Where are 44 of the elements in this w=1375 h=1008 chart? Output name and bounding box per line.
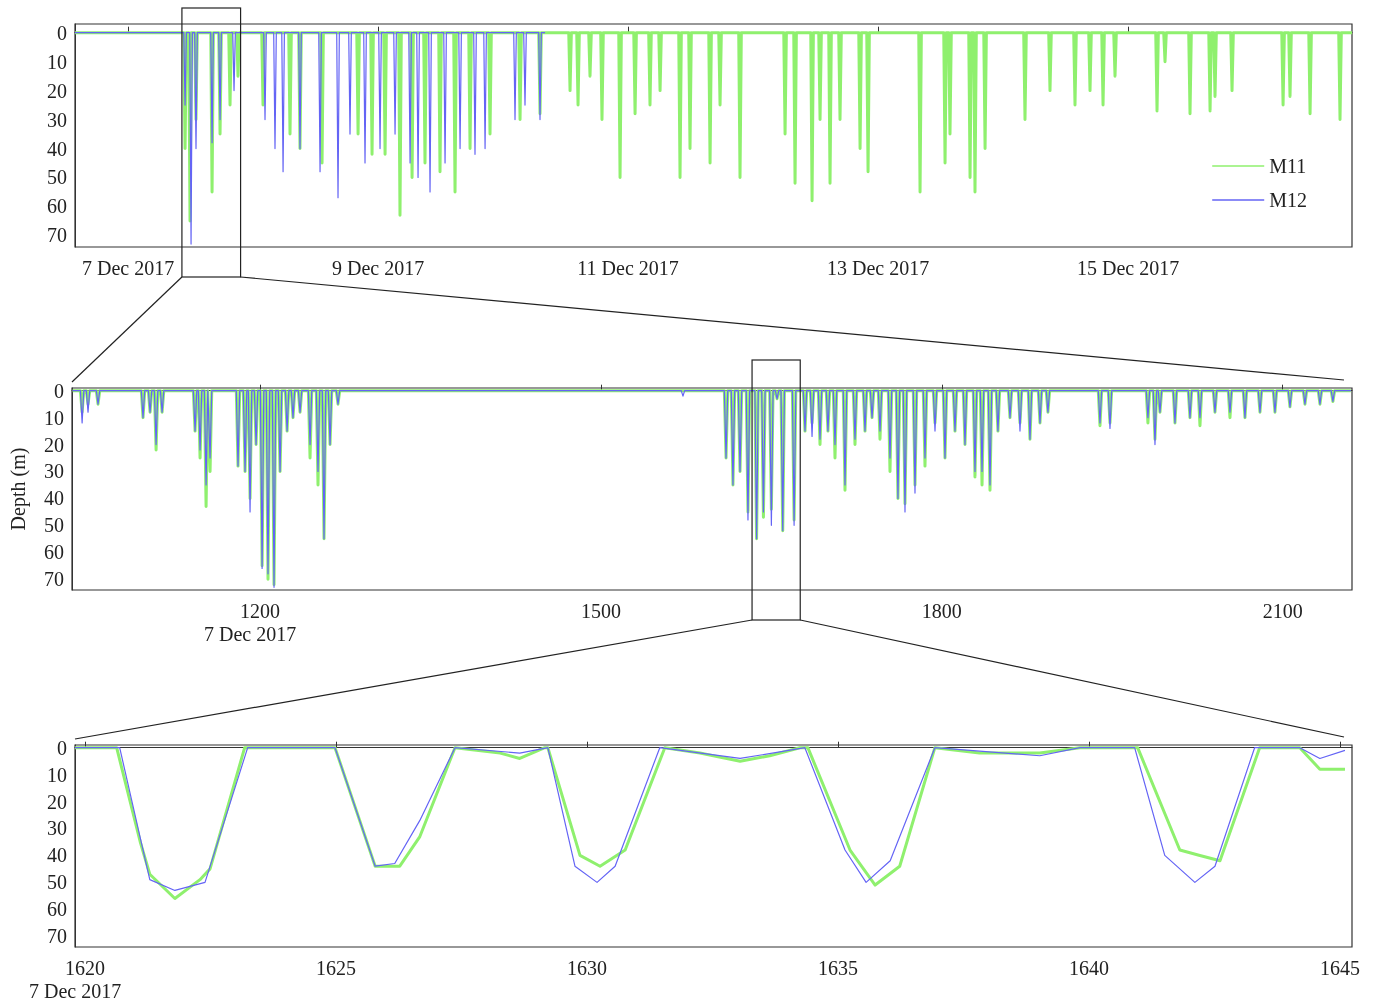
x-tick-label: 9 Dec 2017 xyxy=(331,257,425,279)
y-tick-label: 30 xyxy=(44,460,64,483)
legend-label: M11 xyxy=(1269,155,1307,177)
y-tick-label: 70 xyxy=(47,224,67,247)
y-tick-label: 50 xyxy=(47,871,67,894)
x-tick-label: 1500 xyxy=(580,600,621,622)
x-tick-label: 1635 xyxy=(817,957,858,979)
text: 7 Dec 2017 xyxy=(204,623,297,645)
y-tick-label: 60 xyxy=(47,898,67,921)
y-tick-label: 30 xyxy=(47,817,67,840)
y-tick-label: 0 xyxy=(57,21,67,44)
y-tick-label: 10 xyxy=(47,763,67,786)
y-tick-label: 40 xyxy=(44,487,64,510)
y-tick-label: 70 xyxy=(44,568,64,591)
x-tick-label: 13 Dec 2017 xyxy=(826,257,930,279)
y-tick-label: 40 xyxy=(47,137,67,160)
y-tick-label: 0 xyxy=(54,379,64,402)
y-tick-label: 50 xyxy=(47,166,67,189)
y-tick-label: 60 xyxy=(44,541,64,564)
x-tick-label: 1625 xyxy=(316,957,357,979)
y-tick-label: 70 xyxy=(47,925,67,948)
y-tick-label: 20 xyxy=(44,433,64,456)
y-tick-label: 50 xyxy=(44,514,64,537)
y-tick-label: 60 xyxy=(47,195,67,218)
y-tick-label: 10 xyxy=(44,406,64,429)
y-tick-label: 40 xyxy=(47,844,67,867)
y-axis-title: Depth (m) xyxy=(7,447,30,531)
y-tick-label: 30 xyxy=(47,108,67,131)
y-tick-label: 10 xyxy=(47,50,67,73)
x-tick-label: 1620 xyxy=(65,957,106,979)
x-tick-label: 2100 xyxy=(1262,600,1303,622)
x-tick-label: 1645 xyxy=(1319,957,1360,979)
x-tick-label: 15 Dec 2017 xyxy=(1076,257,1180,279)
x-tick-label: 7 Dec 2017 xyxy=(81,257,175,279)
y-tick-label: 0 xyxy=(57,736,67,759)
x-tick-label: 1800 xyxy=(921,600,962,622)
x-tick-label: 1200 xyxy=(240,600,281,622)
x-tick-label: 11 Dec 2017 xyxy=(577,257,679,279)
legend-label: M12 xyxy=(1269,189,1308,211)
y-tick-label: 20 xyxy=(47,79,67,102)
text: 7 Dec 2017 xyxy=(29,980,122,1002)
x-tick-label: 1630 xyxy=(567,957,607,979)
y-tick-label: 20 xyxy=(47,790,67,813)
x-tick-label: 1640 xyxy=(1068,957,1109,979)
